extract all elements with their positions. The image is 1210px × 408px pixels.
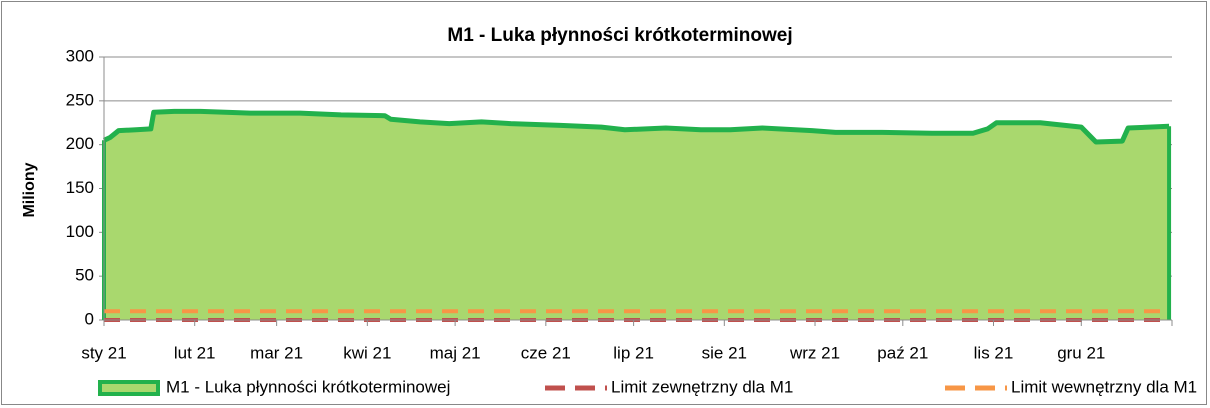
x-tick-label: lut 21 bbox=[174, 343, 216, 362]
y-tick-label: 250 bbox=[66, 90, 94, 109]
y-tick-label: 200 bbox=[66, 134, 94, 153]
x-tick-label: lip 21 bbox=[613, 343, 654, 362]
x-tick-label: sty 21 bbox=[81, 343, 126, 362]
legend-label: Limit wewnętrzny dla M1 bbox=[1011, 377, 1197, 396]
x-tick-label: cze 21 bbox=[521, 343, 571, 362]
area bbox=[104, 111, 1170, 320]
x-tick-label: sie 21 bbox=[702, 343, 747, 362]
x-tick-label: paź 21 bbox=[877, 343, 928, 362]
x-tick-label: lis 21 bbox=[974, 343, 1014, 362]
y-tick-label: 150 bbox=[66, 178, 94, 197]
y-axis-label: Miliony bbox=[21, 162, 38, 217]
y-tick-label: 50 bbox=[75, 266, 94, 285]
legend-label: Limit zewnętrzny dla M1 bbox=[611, 377, 793, 396]
chart-title: M1 - Luka płynności krótkoterminowej bbox=[447, 25, 792, 46]
x-tick-label: gru 21 bbox=[1057, 343, 1105, 362]
y-tick-label: 0 bbox=[85, 309, 94, 328]
legend-label: M1 - Luka płynności krótkoterminowej bbox=[166, 377, 450, 396]
line bbox=[102, 108, 1170, 145]
x-tick-label: kwi 21 bbox=[343, 343, 391, 362]
x-tick-label: wrz 21 bbox=[789, 343, 840, 362]
x-tick-label: mar 21 bbox=[250, 343, 303, 362]
y-tick-label: 300 bbox=[66, 46, 94, 65]
legend-swatch bbox=[98, 380, 160, 396]
y-tick-label: 100 bbox=[66, 222, 94, 241]
x-tick-label: maj 21 bbox=[430, 343, 481, 362]
